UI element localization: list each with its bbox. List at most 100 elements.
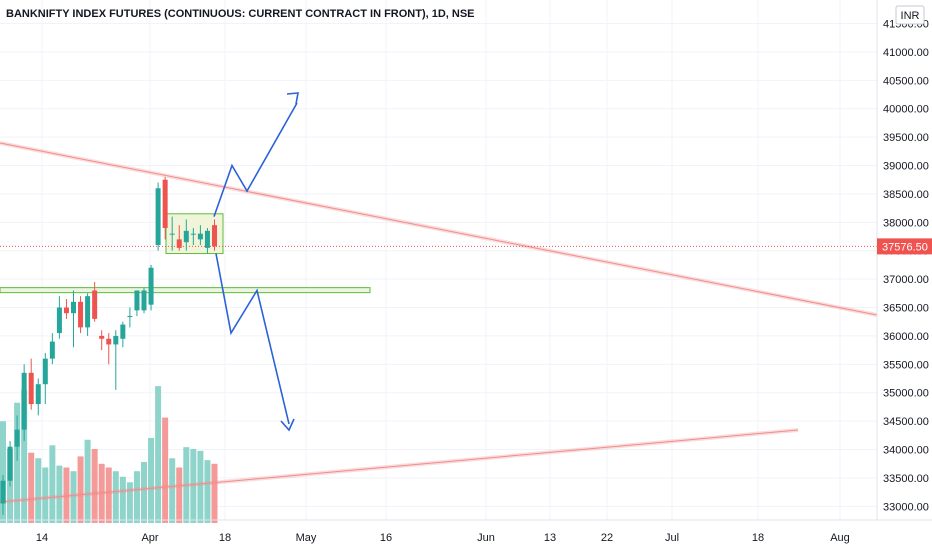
- candle-body: [162, 179, 168, 228]
- candle-body: [212, 225, 217, 247]
- volume-bar: [63, 467, 70, 523]
- volume-bars: [0, 386, 218, 523]
- candle-body: [176, 239, 182, 248]
- volume-bar: [56, 465, 63, 523]
- time-tick-label: May: [296, 532, 317, 544]
- candle-body: [56, 307, 62, 334]
- last-price-label: 37576.50: [882, 241, 928, 253]
- time-tick-label: Apr: [141, 532, 158, 544]
- candle-body: [120, 324, 126, 339]
- price-tick-label: 40500.00: [883, 75, 929, 87]
- volume-bar: [21, 389, 28, 523]
- price-tick-label: 33500.00: [883, 473, 929, 485]
- candle-body: [21, 372, 27, 430]
- volume-bar: [28, 452, 35, 523]
- bearish-projection: [215, 253, 290, 425]
- volume-bar: [70, 471, 77, 523]
- candle-body: [14, 429, 20, 447]
- volume-bar: [197, 450, 204, 523]
- time-tick-label: Jul: [665, 532, 679, 544]
- price-tick-label: 38500.00: [883, 189, 929, 201]
- bearish-arrowhead: [280, 418, 295, 432]
- candle-body: [63, 307, 69, 314]
- volume-bar: [155, 386, 162, 523]
- candle-body: [169, 233, 175, 235]
- price-tick-label: 39500.00: [883, 132, 929, 144]
- candle-body: [78, 301, 84, 328]
- time-tick-label: 18: [752, 532, 764, 544]
- price-tick-label: 35000.00: [883, 388, 929, 400]
- bullish-arrowhead: [286, 92, 299, 105]
- candle-body: [85, 296, 91, 328]
- candle-body: [190, 233, 196, 235]
- time-tick-label: Jun: [477, 532, 495, 544]
- candle-body: [155, 188, 161, 246]
- price-tick-label: 36500.00: [883, 303, 929, 315]
- volume-bar: [204, 460, 211, 523]
- currency-badge-box: [895, 5, 925, 25]
- candle-body: [28, 372, 34, 405]
- candle-body: [49, 341, 55, 359]
- chart-title: BANKNIFTY INDEX FUTURES (CONTINUOUS: CUR…: [6, 8, 475, 20]
- bullish-projection: [213, 102, 298, 217]
- candle-body: [183, 230, 189, 243]
- candle-body: [71, 301, 76, 314]
- price-tick-label: 41000.00: [883, 47, 929, 59]
- time-axis[interactable]: 14 Apr 18 May 16 Jun 13 22 Jul 18 Aug: [36, 532, 850, 544]
- volume-bar: [176, 467, 183, 523]
- volume-bar: [112, 471, 119, 523]
- time-tick-label: 18: [219, 532, 231, 544]
- candle-body: [197, 233, 203, 240]
- price-tick-label: 40000.00: [883, 104, 929, 116]
- volume-bar: [42, 467, 49, 523]
- price-tick-label: 38000.00: [883, 217, 929, 229]
- candle-body: [99, 335, 105, 339]
- price-tick-label: 37000.00: [883, 274, 929, 286]
- volume-bar: [0, 421, 6, 523]
- price-axis[interactable]: 33000.00 33500.00 34000.00 34500.00 35000.00…: [877, 19, 932, 514]
- candle-body: [106, 338, 112, 345]
- candle-body: [0, 480, 6, 504]
- volume-bar: [35, 458, 42, 523]
- candle-body: [204, 230, 210, 248]
- time-tick-label: 14: [36, 532, 48, 544]
- volume-bar: [162, 417, 169, 523]
- time-tick-label: Aug: [830, 532, 850, 544]
- candles: [0, 176, 217, 515]
- volume-bar: [169, 458, 176, 523]
- price-tick-label: 35500.00: [883, 359, 929, 371]
- support-trendline: [0, 429, 799, 503]
- drawings-foreground: [213, 92, 299, 432]
- volume-bar: [190, 449, 197, 523]
- currency-label: INR: [901, 10, 920, 22]
- volume-bar: [105, 467, 112, 523]
- volume-bar: [98, 463, 105, 523]
- candle-body: [148, 267, 154, 305]
- volume-bar: [148, 437, 155, 523]
- time-tick-label: 22: [601, 532, 613, 544]
- price-tick-label: 34000.00: [883, 445, 929, 457]
- volume-bar: [119, 476, 126, 523]
- volume-bar: [91, 449, 98, 523]
- candle-body: [141, 290, 147, 311]
- grid: [0, 0, 877, 520]
- drawings-background: [0, 141, 878, 504]
- price-tick-label: 36000.00: [883, 331, 929, 343]
- volume-bar: [84, 439, 91, 523]
- candle-body: [113, 335, 119, 345]
- volume-bar: [14, 402, 21, 523]
- volume-bar: [77, 456, 84, 523]
- candle-body: [134, 290, 140, 311]
- volume-bar: [49, 445, 56, 523]
- time-tick-label: 13: [544, 532, 556, 544]
- support-zone: [0, 287, 371, 294]
- price-tick-label: 34500.00: [883, 416, 929, 428]
- candle-body: [127, 316, 133, 318]
- currency-badge[interactable]: INR: [895, 5, 925, 25]
- candle-body: [7, 446, 13, 481]
- volume-bar: [141, 461, 147, 523]
- price-tick-label: 39000.00: [883, 161, 929, 173]
- resistance-trendline: [0, 142, 878, 316]
